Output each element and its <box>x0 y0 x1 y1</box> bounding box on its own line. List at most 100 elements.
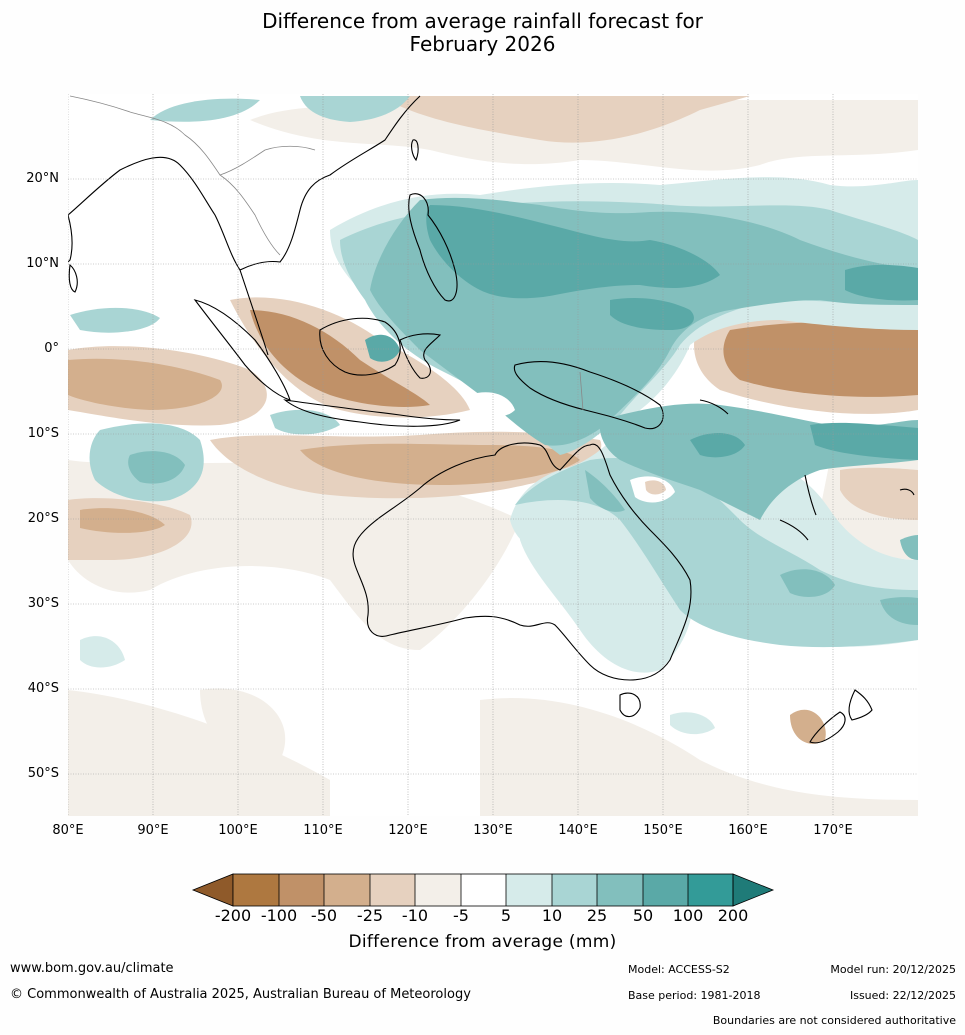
lon-label: 90°E <box>137 823 169 838</box>
colorbar-swatch <box>643 874 688 906</box>
lon-label: 110°E <box>303 823 343 838</box>
lat-label: 10°S <box>27 426 59 441</box>
anomaly-region <box>610 298 694 330</box>
new-guinea-border <box>579 371 584 411</box>
taiwan-coast <box>411 139 419 162</box>
website-link[interactable]: www.bom.gov.au/climate <box>10 961 174 976</box>
anomaly-region <box>723 321 918 397</box>
colorbar-swatch <box>370 874 415 906</box>
lat-label: 50°S <box>27 766 59 781</box>
anomaly-region <box>480 698 918 816</box>
anomaly-region <box>426 205 720 299</box>
anomaly-region <box>68 460 520 650</box>
sri-lanka-coast <box>68 263 78 293</box>
colorbar-extend-high <box>732 873 775 907</box>
graticule <box>68 94 918 816</box>
anomaly-region <box>300 443 580 485</box>
fiji-islands <box>899 488 915 496</box>
anomaly-region <box>300 96 410 122</box>
anomaly-region <box>380 96 750 143</box>
boundaries-disclaimer: Boundaries are not considered authoritat… <box>712 1014 956 1027</box>
anomaly-region <box>68 690 330 816</box>
colorbar-swatch <box>279 874 324 906</box>
colorbar-tick-label: 50 <box>632 906 654 925</box>
anomaly-region <box>845 264 918 301</box>
borneo-coast <box>319 317 401 376</box>
philippines-coast <box>408 193 458 302</box>
anomaly-region <box>585 470 625 512</box>
anomaly-region <box>470 392 515 417</box>
new-caledonia <box>779 519 809 541</box>
colorbar-tick-label: -100 <box>260 906 298 925</box>
lon-label: 140°E <box>558 823 598 838</box>
lat-label: 40°S <box>27 681 59 696</box>
sumatra-coast <box>193 299 291 401</box>
lon-label: 100°E <box>218 823 258 838</box>
anomaly-region <box>840 467 918 520</box>
anomaly-region <box>900 535 918 560</box>
anomaly-region <box>200 688 286 762</box>
colorbar-tick-label: 100 <box>672 906 704 925</box>
lon-label: 80°E <box>52 823 84 838</box>
colorbar-title: Difference from average (mm) <box>348 932 617 952</box>
colorbar-tick-label: 200 <box>717 906 749 925</box>
lat-label: 10°N <box>26 256 59 271</box>
anomaly-region <box>365 334 400 362</box>
model-text: Model: ACCESS-S2 <box>628 963 730 976</box>
country-borders <box>69 95 584 411</box>
anomaly-region <box>68 358 222 410</box>
anomaly-region <box>790 709 826 744</box>
lon-label: 170°E <box>813 823 853 838</box>
colorbar-swatch <box>552 874 597 906</box>
colorbar-tick-label: 10 <box>541 906 563 925</box>
lon-label: 130°E <box>473 823 513 838</box>
tasmania-coast <box>619 692 641 718</box>
base-period-text: Base period: 1981-2018 <box>628 989 761 1002</box>
model-run-text: Model run: 20/12/2025 <box>830 963 956 976</box>
anomaly-region <box>70 307 160 333</box>
anomaly-region <box>150 98 260 122</box>
lat-label: 0° <box>44 341 59 356</box>
title-line-2: February 2026 <box>409 32 556 56</box>
anomaly-region <box>780 569 835 597</box>
sulawesi-coast <box>399 333 442 379</box>
anomaly-region <box>80 636 125 668</box>
colorbar-swatch <box>324 874 370 906</box>
lat-label: 30°S <box>27 596 59 611</box>
colorbar-swatch <box>233 874 279 906</box>
chart-title: Difference from average rainfall forecas… <box>0 10 965 56</box>
anomaly-region <box>645 480 666 495</box>
copyright-text: © Commonwealth of Australia 2025, Austra… <box>10 987 471 1002</box>
lon-label: 160°E <box>728 823 768 838</box>
india-coast <box>68 214 73 263</box>
new-guinea-coast <box>513 360 664 430</box>
rainfall-field <box>68 94 918 816</box>
new-zealand-south <box>809 711 846 744</box>
malay-peninsula-coast <box>239 269 269 356</box>
anomaly-region <box>250 310 430 407</box>
anomaly-region <box>670 712 715 735</box>
java-coast <box>283 399 461 427</box>
colorbar-swatch <box>415 874 461 906</box>
colorbar-tick-label: 25 <box>586 906 608 925</box>
anomaly-region <box>80 508 165 533</box>
colorbar-swatch <box>506 874 552 906</box>
australia-coast <box>352 442 692 681</box>
indochina-borders <box>219 174 281 256</box>
vanuatu-islands <box>804 474 817 516</box>
anomaly-region <box>810 422 918 460</box>
colorbar-tick-label: -10 <box>401 906 429 925</box>
colorbar-tick-label: -5 <box>453 906 469 925</box>
solomon-islands <box>699 399 729 415</box>
asia-borders <box>69 95 316 176</box>
anomaly-region <box>690 433 745 458</box>
colorbar-swatch <box>597 874 643 906</box>
colorbar-swatch <box>461 874 506 906</box>
lon-label: 120°E <box>388 823 428 838</box>
colorbar-tick-label: -25 <box>356 906 384 925</box>
colorbar-tick-label: -200 <box>214 906 252 925</box>
colorbar-tick-label: 5 <box>500 906 512 925</box>
title-line-1: Difference from average rainfall forecas… <box>262 9 703 33</box>
anomaly-region <box>128 451 185 484</box>
